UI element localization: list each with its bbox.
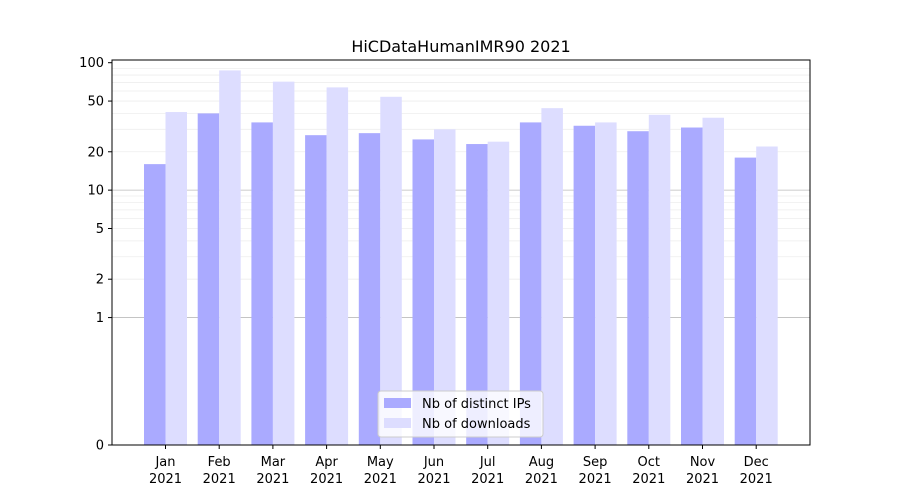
y-tick-label: 20 <box>87 145 104 160</box>
x-tick-label-year: 2021 <box>632 472 665 487</box>
bar-distinct-ips <box>358 133 381 445</box>
legend-label: Nb of downloads <box>422 417 531 432</box>
x-tick-label-year: 2021 <box>740 472 773 487</box>
legend-swatch <box>384 398 411 408</box>
bar-distinct-ips <box>197 113 220 445</box>
x-axis: Jan 2021 Feb 2021 Mar 2021 Apr 2021 May 2021 Jun 20… <box>149 445 773 487</box>
chart-title: HiCDataHumanIMR90 2021 <box>351 37 570 56</box>
x-tick-label-year: 2021 <box>256 472 289 487</box>
x-tick-label-month: Jan <box>154 455 175 470</box>
bar-downloads <box>434 129 456 445</box>
x-tick-label-year: 2021 <box>364 472 397 487</box>
bar-distinct-ips <box>573 125 596 446</box>
bar-downloads <box>380 96 402 445</box>
bar-distinct-ips <box>466 144 488 445</box>
x-tick-label-year: 2021 <box>525 472 558 487</box>
bars <box>144 70 778 446</box>
legend-label: Nb of distinct IPs <box>422 397 531 412</box>
legend: Nb of distinct IPs Nb of downloads <box>377 390 544 438</box>
y-tick-label: 10 <box>87 184 104 199</box>
x-tick-label-month: Jul <box>479 455 496 470</box>
bar-distinct-ips <box>734 157 757 445</box>
x-tick-label-month: Dec <box>744 455 769 470</box>
y-tick-label: 50 <box>87 95 104 110</box>
plot-frame <box>111 59 811 446</box>
y-tick-label: 1 <box>96 311 104 326</box>
bar-distinct-ips <box>251 122 273 445</box>
x-tick-label-month: Aug <box>529 455 554 470</box>
bar-downloads <box>595 122 617 445</box>
bar-downloads <box>326 87 349 445</box>
bar-downloads <box>487 141 510 445</box>
x-tick-label-year: 2021 <box>149 472 182 487</box>
y-tick-label: 100 <box>79 56 104 71</box>
y-axis: 0 1 2 5 10 20 50 100 <box>79 56 112 454</box>
legend-box <box>377 390 544 438</box>
y-tick-label: 0 <box>96 439 104 454</box>
y-tick-label: 5 <box>96 222 104 237</box>
x-tick-label-month: Jun <box>423 455 444 470</box>
y-tick-label: 2 <box>96 273 104 288</box>
x-tick-label-month: Feb <box>208 455 231 470</box>
x-tick-label-year: 2021 <box>686 472 719 487</box>
bar-distinct-ips <box>627 131 649 445</box>
x-tick-label-year: 2021 <box>310 472 343 487</box>
bar-distinct-ips <box>681 127 703 445</box>
bar-downloads <box>272 81 295 446</box>
bar-downloads <box>756 146 778 445</box>
bar-distinct-ips <box>519 122 542 445</box>
bar-distinct-ips <box>144 164 166 445</box>
x-tick-label-year: 2021 <box>579 472 612 487</box>
bar-downloads <box>219 70 241 446</box>
x-tick-label-month: Sep <box>583 455 608 470</box>
x-tick-label-year: 2021 <box>417 472 450 487</box>
x-tick-label-year: 2021 <box>471 472 504 487</box>
bar-downloads <box>541 108 563 446</box>
bar-distinct-ips <box>412 139 434 446</box>
x-tick-label-month: May <box>367 455 394 470</box>
x-tick-label-month: Nov <box>690 455 716 470</box>
bar-distinct-ips <box>305 135 327 445</box>
bar-downloads <box>165 112 187 445</box>
legend-swatch <box>384 418 411 428</box>
x-tick-label-month: Apr <box>315 455 338 470</box>
bar-downloads <box>702 117 724 446</box>
x-tick-label-month: Oct <box>638 455 660 470</box>
bar-downloads <box>648 114 671 445</box>
x-tick-label-year: 2021 <box>203 472 236 487</box>
x-tick-label-month: Mar <box>261 455 286 470</box>
